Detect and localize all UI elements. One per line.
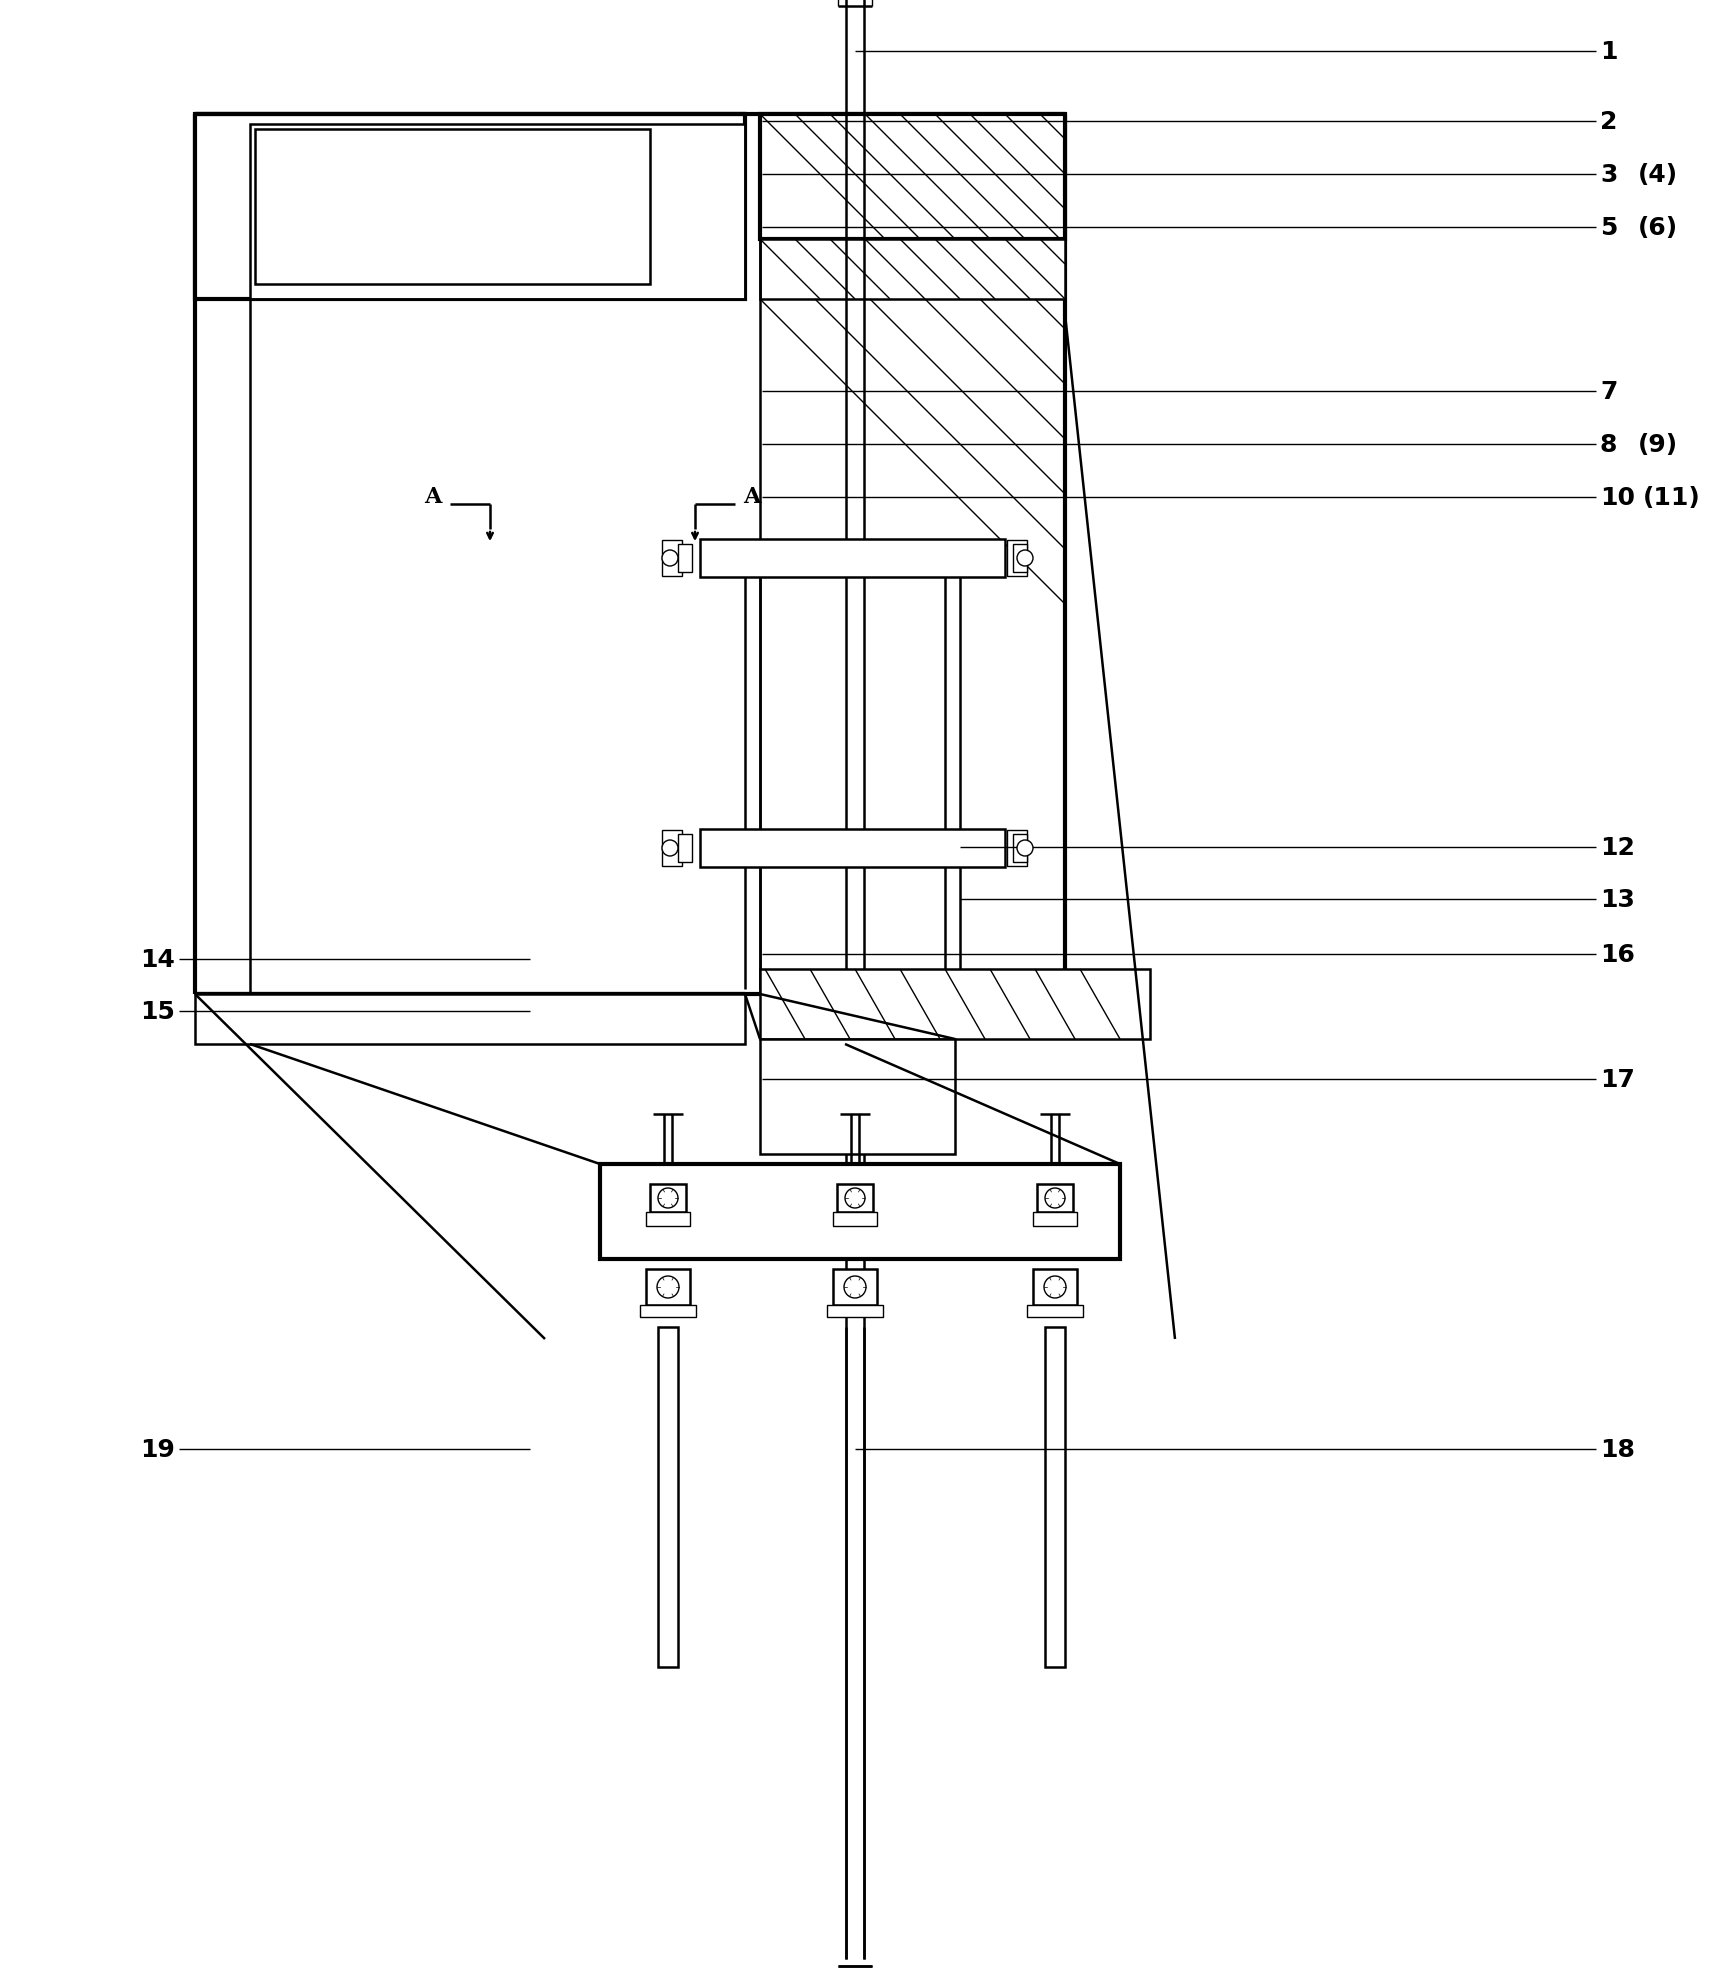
Bar xyxy=(600,1164,1119,1259)
Bar xyxy=(255,130,650,284)
Circle shape xyxy=(845,1188,864,1207)
Bar xyxy=(639,1306,696,1318)
Circle shape xyxy=(1016,550,1032,566)
Text: 18: 18 xyxy=(1599,1436,1633,1462)
Circle shape xyxy=(1016,840,1032,856)
Bar xyxy=(833,1269,876,1306)
Bar xyxy=(1006,831,1027,866)
Circle shape xyxy=(1044,1277,1066,1298)
Bar xyxy=(1032,1211,1076,1227)
Text: (4): (4) xyxy=(1637,164,1676,187)
Text: 8: 8 xyxy=(1599,432,1616,458)
Text: 13: 13 xyxy=(1599,888,1633,912)
Circle shape xyxy=(656,1277,679,1298)
Text: 5: 5 xyxy=(1599,215,1616,241)
Bar xyxy=(677,835,691,862)
Bar xyxy=(1027,1306,1082,1318)
Bar xyxy=(677,545,691,572)
Bar xyxy=(662,831,682,866)
Bar xyxy=(250,124,744,300)
Bar xyxy=(1037,1184,1073,1211)
Text: 14: 14 xyxy=(141,947,175,971)
Text: (9): (9) xyxy=(1637,432,1676,458)
Bar xyxy=(1013,835,1027,862)
Bar xyxy=(650,1184,686,1211)
Bar xyxy=(699,829,1004,868)
Bar xyxy=(1006,541,1027,576)
Bar xyxy=(836,1184,872,1211)
Bar xyxy=(662,541,682,576)
Circle shape xyxy=(843,1277,866,1298)
Text: 7: 7 xyxy=(1599,381,1616,404)
Text: 15: 15 xyxy=(141,1000,175,1024)
Circle shape xyxy=(658,1188,677,1207)
Bar xyxy=(699,541,1004,578)
Bar xyxy=(759,1040,955,1154)
Text: 19: 19 xyxy=(141,1436,175,1462)
Bar xyxy=(646,1211,689,1227)
Bar xyxy=(195,994,744,1044)
Text: A: A xyxy=(742,485,759,507)
Circle shape xyxy=(1044,1188,1064,1207)
Text: (6): (6) xyxy=(1637,215,1676,241)
Bar xyxy=(646,1269,689,1306)
Bar xyxy=(833,1211,876,1227)
Text: 1: 1 xyxy=(1599,39,1616,63)
Circle shape xyxy=(662,840,677,856)
Bar xyxy=(1032,1269,1076,1306)
Text: 16: 16 xyxy=(1599,943,1633,967)
Text: 17: 17 xyxy=(1599,1067,1633,1091)
Bar xyxy=(826,1306,883,1318)
Bar xyxy=(1044,1328,1064,1667)
Circle shape xyxy=(662,550,677,566)
Text: 10: 10 xyxy=(1599,485,1633,509)
Bar xyxy=(195,114,744,300)
Text: A: A xyxy=(425,485,442,507)
Bar xyxy=(1013,545,1027,572)
Text: 2: 2 xyxy=(1599,110,1616,134)
Bar xyxy=(759,241,1064,300)
Text: 12: 12 xyxy=(1599,837,1633,860)
Text: (11): (11) xyxy=(1642,485,1700,509)
Bar xyxy=(658,1328,677,1667)
Bar xyxy=(759,969,1150,1040)
Text: 3: 3 xyxy=(1599,164,1616,187)
Bar xyxy=(759,114,1064,241)
